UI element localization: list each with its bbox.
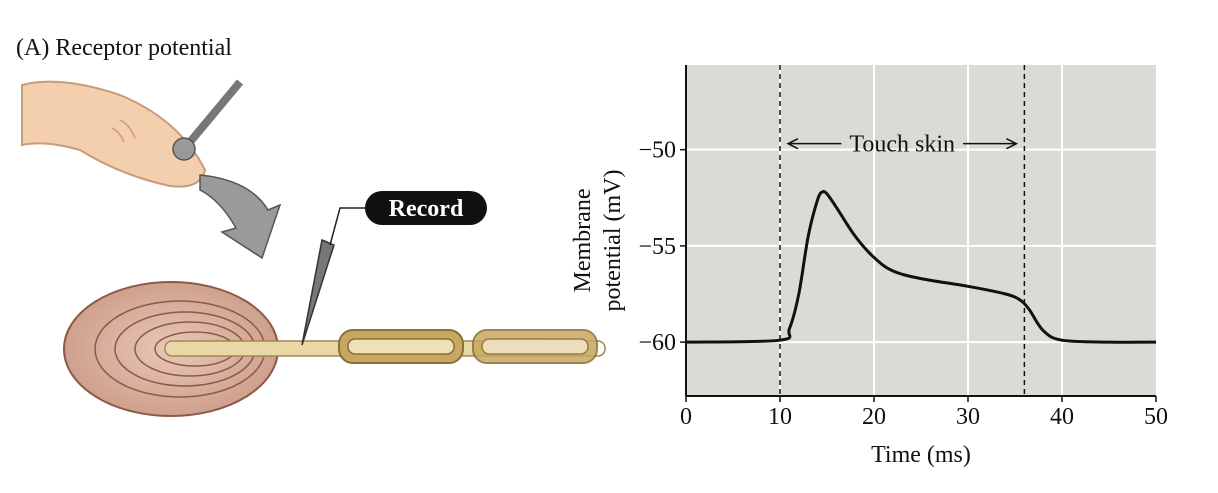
x-tick-label: 10 bbox=[768, 404, 792, 430]
plot-background bbox=[686, 65, 1156, 396]
x-tick-label: 0 bbox=[680, 404, 692, 430]
x-axis-label: Time (ms) bbox=[871, 442, 971, 468]
y-tick-label: −50 bbox=[638, 138, 676, 164]
record-label: Record bbox=[389, 196, 464, 222]
x-tick-label: 50 bbox=[1144, 404, 1168, 430]
x-tick-label: 20 bbox=[862, 404, 886, 430]
illustration: Record bbox=[21, 79, 606, 417]
x-tick-label: 40 bbox=[1050, 404, 1074, 430]
data-line bbox=[685, 190, 1157, 344]
y-tick-label: −55 bbox=[638, 234, 676, 260]
y-axis-label: potential (mV) bbox=[600, 170, 626, 312]
chart: −50 −55 −60 0 10 20 30 40 50 Touch skin Time (ms) M… bbox=[570, 65, 1168, 468]
annotation-arrow bbox=[786, 138, 842, 150]
annotation-arrow bbox=[963, 138, 1019, 150]
x-tick-label: 30 bbox=[956, 404, 980, 430]
panel-title: (A) Receptor potential bbox=[16, 35, 232, 61]
y-tick-label: −60 bbox=[638, 330, 676, 356]
y-axis-label: Membrane bbox=[570, 189, 596, 293]
annotation: Touch skin bbox=[849, 132, 955, 158]
